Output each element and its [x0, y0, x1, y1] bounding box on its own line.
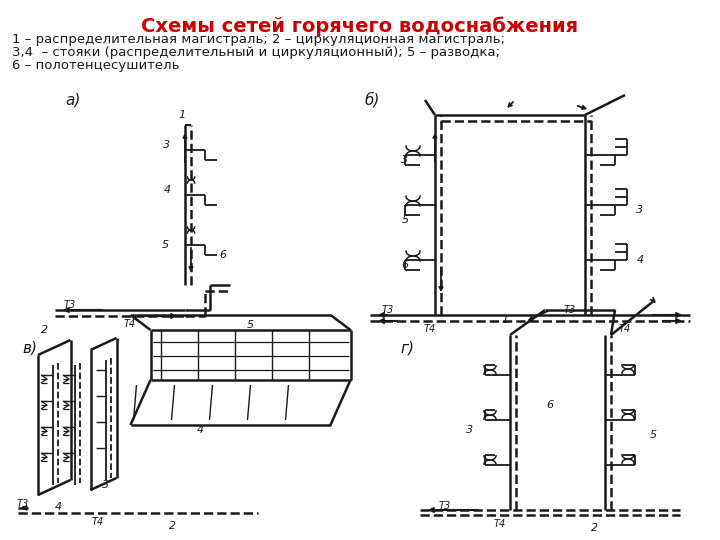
Text: а): а): [65, 92, 81, 107]
Text: 3: 3: [636, 205, 644, 215]
Text: 6: 6: [220, 250, 227, 260]
Text: Т3: Т3: [382, 305, 394, 315]
Text: Т4: Т4: [124, 319, 136, 329]
Text: 3: 3: [163, 140, 171, 150]
Text: 4: 4: [197, 425, 204, 435]
Text: 6: 6: [402, 260, 408, 270]
Text: 2: 2: [42, 325, 48, 335]
Text: 5: 5: [649, 430, 657, 440]
Text: Т4: Т4: [92, 517, 104, 527]
Text: 6: 6: [546, 400, 554, 410]
Text: 2: 2: [169, 521, 176, 531]
Text: Т4: Т4: [424, 324, 436, 334]
Text: 3: 3: [102, 480, 109, 490]
Text: 1 – распределительная магистраль; 2 – циркуляционная магистраль;: 1 – распределительная магистраль; 2 – ци…: [12, 33, 505, 46]
Text: Т4: Т4: [619, 324, 631, 334]
Text: Т3: Т3: [564, 305, 576, 315]
Text: б): б): [365, 92, 380, 108]
Text: 3,4  – стояки (распределительный и циркуляционный); 5 – разводка;: 3,4 – стояки (распределительный и циркул…: [12, 46, 500, 59]
Text: Т3: Т3: [64, 300, 76, 310]
Text: Т3: Т3: [17, 499, 29, 509]
Text: Т3: Т3: [439, 501, 451, 511]
Text: 4: 4: [55, 502, 62, 512]
Text: 3: 3: [402, 155, 408, 165]
Text: 4: 4: [636, 255, 644, 265]
Text: 2: 2: [591, 523, 598, 533]
Text: 1: 1: [179, 110, 186, 120]
Text: 5: 5: [247, 320, 254, 330]
Text: в): в): [22, 341, 37, 355]
Text: 6 – полотенцесушитель: 6 – полотенцесушитель: [12, 59, 179, 72]
Text: 5: 5: [161, 240, 168, 250]
Text: г): г): [400, 341, 414, 355]
Text: 5: 5: [402, 215, 408, 225]
Text: 3: 3: [467, 425, 474, 435]
Text: Т4: Т4: [494, 519, 506, 529]
Text: 4: 4: [163, 185, 171, 195]
Text: Схемы сетей горячего водоснабжения: Схемы сетей горячего водоснабжения: [141, 16, 579, 36]
Text: 1: 1: [501, 315, 508, 325]
